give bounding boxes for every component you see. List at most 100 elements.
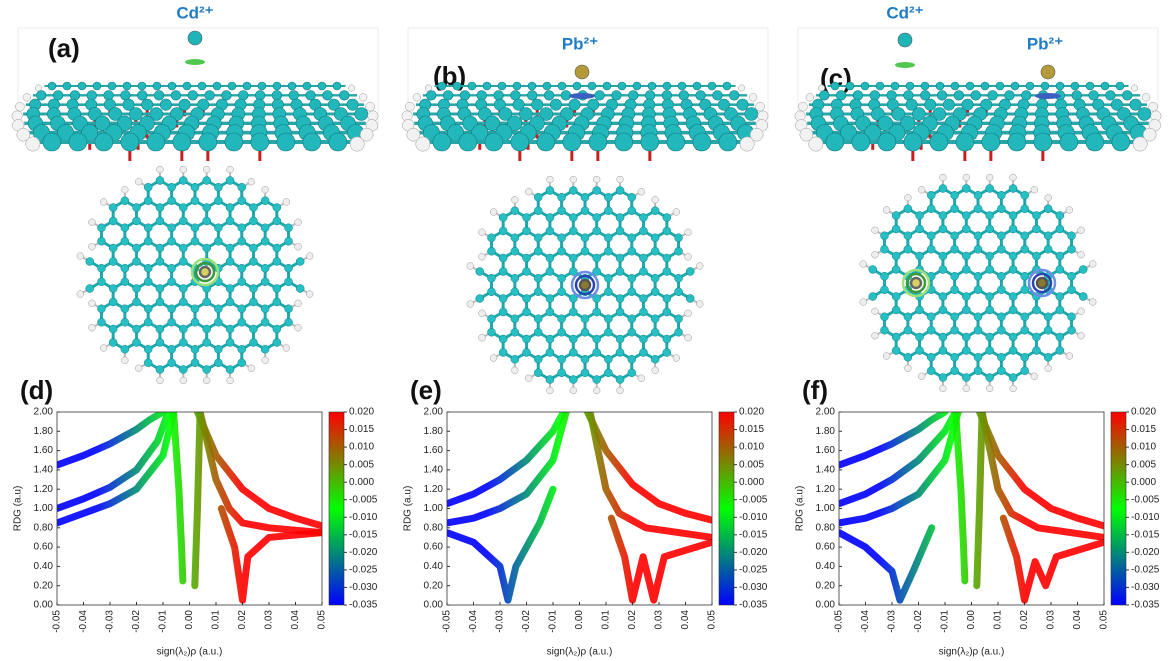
hydrogen — [262, 357, 269, 364]
hydrogen — [23, 93, 31, 101]
x-tick-label: -0.04 — [860, 610, 871, 633]
hydrogen — [872, 251, 879, 258]
carbon — [997, 232, 1005, 240]
hydrogen — [1142, 93, 1150, 101]
carbon — [951, 272, 959, 280]
carbon — [534, 234, 542, 242]
colorbar-tick-label: -0.020 — [739, 547, 768, 558]
y-tick-label: 1.60 — [424, 445, 444, 456]
carbon — [880, 286, 888, 294]
hydrogen — [685, 310, 692, 317]
carbon — [168, 278, 176, 286]
hydrogen — [1133, 137, 1147, 151]
carbon — [273, 325, 281, 333]
x-axis-label: sign(λ₂)ρ (a.u.) — [939, 647, 1005, 658]
carbon — [569, 335, 577, 343]
carbon — [1056, 225, 1064, 233]
hydrogen — [685, 229, 692, 236]
carbon — [663, 254, 671, 262]
hydrogen — [652, 367, 659, 374]
carbon — [499, 349, 507, 357]
x-tick-label: 0.04 — [1072, 610, 1083, 630]
hydrogen — [1078, 227, 1085, 234]
carbon — [1056, 252, 1064, 260]
carbon — [663, 214, 671, 222]
y-axis-label: RDG (a.u) — [13, 486, 24, 532]
carbon — [962, 374, 970, 382]
carbon — [663, 82, 671, 90]
carbon — [203, 217, 211, 225]
hydrogen — [547, 387, 554, 394]
isosurface-ring — [200, 267, 210, 277]
carbon — [936, 82, 944, 90]
carbon — [156, 298, 164, 306]
carbon — [628, 247, 636, 255]
carbon — [962, 252, 970, 260]
carbon — [258, 82, 266, 90]
carbon — [997, 191, 1005, 199]
x-tick-label: -0.01 — [158, 610, 169, 633]
carbon — [543, 82, 551, 90]
carbon — [156, 204, 164, 212]
isosurface-ring — [911, 278, 921, 288]
hydrogen — [306, 253, 313, 260]
carbon — [511, 207, 519, 215]
colorbar-tick-label: 0.000 — [1131, 477, 1156, 488]
carbon — [214, 224, 222, 232]
carbon — [581, 328, 589, 336]
carbon — [916, 252, 924, 260]
y-tick-label: 0.80 — [816, 522, 836, 533]
carbon — [951, 326, 959, 334]
carbon — [160, 99, 171, 110]
carbon — [986, 212, 994, 220]
hydrogen — [940, 174, 947, 181]
panel-label: (d) — [20, 375, 53, 405]
hydrogen — [306, 291, 313, 298]
carbon — [226, 258, 234, 266]
carbon — [273, 204, 281, 212]
carbon — [121, 197, 129, 205]
carbon — [519, 108, 532, 121]
carbon — [285, 264, 293, 272]
hydrogen — [467, 301, 474, 308]
carbon — [1056, 333, 1064, 341]
carbon — [558, 82, 566, 90]
hydrogen — [525, 188, 532, 195]
carbon — [869, 266, 877, 274]
carbon — [523, 254, 531, 262]
hydrogen — [262, 186, 269, 193]
colorbar-tick-label: -0.020 — [349, 547, 378, 558]
hydrogen — [348, 85, 354, 91]
hydrogen — [1078, 251, 1085, 258]
carbon — [499, 308, 507, 316]
carbon — [261, 345, 269, 353]
carbon — [191, 359, 199, 367]
hydrogen — [1078, 308, 1085, 315]
hydrogen — [673, 355, 680, 362]
carbon — [1044, 313, 1052, 321]
carbon — [916, 212, 924, 220]
hydrogen — [479, 310, 486, 317]
carbon — [1056, 347, 1064, 355]
hydrogen — [696, 301, 703, 308]
carbon — [238, 345, 246, 353]
carbon — [226, 339, 234, 347]
carbon — [603, 82, 611, 90]
carbon — [925, 99, 936, 110]
carbon — [986, 306, 994, 314]
carbon — [153, 82, 161, 90]
hydrogen — [1066, 353, 1073, 360]
carbon — [971, 91, 981, 101]
hydrogen — [511, 367, 518, 374]
colorbar-tick-label: 0.015 — [739, 424, 764, 435]
colorbar-tick-label: -0.005 — [739, 494, 768, 505]
carbon — [581, 355, 589, 363]
hydrogen — [547, 176, 554, 183]
hydrogen — [756, 102, 765, 111]
carbon — [927, 353, 935, 361]
carbon — [483, 82, 491, 90]
carbon — [86, 258, 94, 266]
panel-label: (a) — [48, 33, 80, 63]
carbon — [121, 278, 129, 286]
carbon — [1089, 91, 1099, 101]
